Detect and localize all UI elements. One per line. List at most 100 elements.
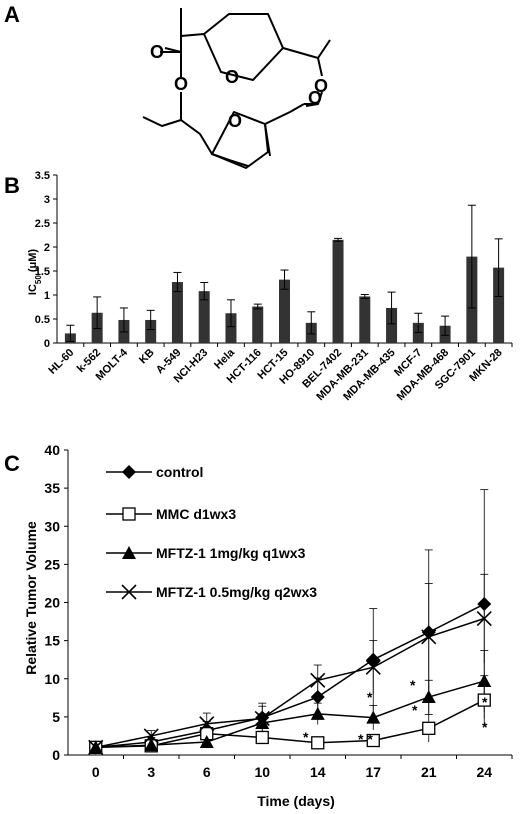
tumor-x-axis-label: Time (days) <box>257 793 335 809</box>
tumor-series-line <box>95 603 485 749</box>
significance-star: * <box>367 689 373 705</box>
chemical-structure <box>142 8 331 169</box>
tumor-series-line <box>95 699 485 749</box>
ic50-bar <box>225 313 237 343</box>
tumor-y-tick-label: 10 <box>44 671 60 687</box>
left-carbonyl-bond <box>164 47 182 53</box>
legend-entry-label: MFTZ-1 0.5mg/kg q2wx3 <box>156 584 317 600</box>
ic50-y-tick-label: 3.5 <box>35 170 50 182</box>
tumor-series-line <box>95 617 485 749</box>
upper-thf-ring <box>203 13 284 81</box>
upper-right-chain <box>282 39 331 59</box>
ic50-error-bars <box>66 204 503 343</box>
atom-o-right-ester: O <box>314 76 328 96</box>
tumor-marker-x <box>254 710 270 726</box>
lower-right-chain <box>264 103 305 125</box>
panel-label-b: B <box>4 173 20 198</box>
tumor-y-tick-label: 5 <box>52 709 60 725</box>
atom-o-left-carbonyl: O <box>150 42 164 62</box>
tumor-y-tick-label: 35 <box>44 480 60 496</box>
significance-star: * <box>303 729 309 745</box>
tumor-marker-x <box>143 728 159 744</box>
legend-marker-triangle <box>122 546 136 559</box>
tumor-marker-x <box>476 610 492 627</box>
tumor-marker-diamond <box>421 625 436 640</box>
legend-entry-label: control <box>156 464 203 480</box>
tumor-marker-triangle <box>366 710 381 724</box>
ic50-bar <box>279 279 290 343</box>
tumor-marker-diamond <box>477 597 492 612</box>
tumor-marker-x <box>365 659 381 675</box>
tumor-marker-square <box>422 721 436 735</box>
ic50-bar <box>493 267 505 343</box>
ic50-bar <box>252 306 264 343</box>
legend-marker-x <box>121 584 137 600</box>
tumor-x-tick-label: 10 <box>254 764 270 780</box>
significance-star: * <box>412 702 418 718</box>
tumor-y-tick-label: 20 <box>44 595 60 611</box>
tumor-y-tick-label: 15 <box>44 633 60 649</box>
right-ester-bond <box>317 57 323 77</box>
tumor-error-bars <box>91 489 489 751</box>
tumor-legend: control MMC d1wx3 MFTZ-1 1mg/kg q1wx3 MFTZ-… <box>106 464 317 600</box>
legend-marker-diamond <box>122 465 136 479</box>
tumor-marker-triangle <box>199 735 214 749</box>
tumor-marker-x <box>421 629 437 645</box>
atom-o-right-carbonyl: O <box>308 88 322 108</box>
legend-entry-label: MFTZ-1 1mg/kg q1wx3 <box>156 545 306 561</box>
tumor-y-tick-label: 30 <box>44 518 60 534</box>
atom-o-left-ester: O <box>174 74 188 94</box>
legend-marker-square <box>122 507 136 521</box>
significance-star: * <box>482 694 488 710</box>
tumor-y-tick-label: 40 <box>44 442 60 458</box>
tumor-marker-square <box>366 733 380 748</box>
tumor-series-line <box>95 680 485 749</box>
upper-left-methyl <box>180 8 205 37</box>
ic50-y-tick-label: 0.5 <box>35 314 50 326</box>
ic50-y-tick-label: 2.5 <box>35 218 50 230</box>
tumor-x-tick-label: 21 <box>421 764 437 780</box>
ic50-y-axis-label: IC50 (μM) <box>27 249 43 296</box>
tumor-x-ticks: 0 3 6 10 14 17 21 24 <box>92 755 513 780</box>
tumor-marker-triangle <box>421 690 436 704</box>
tumor-x-tick-label: 17 <box>365 764 381 780</box>
right-carbonyl-bond <box>305 103 319 107</box>
ic50-y-tick-label: 3 <box>44 194 50 206</box>
tumor-x-tick-label: 14 <box>310 764 326 780</box>
ic50-y-tick-label: 1.5 <box>35 266 50 278</box>
tumor-marker-x <box>310 672 326 688</box>
significance-star: * * <box>358 731 373 747</box>
tumor-marker-triangle <box>310 706 325 720</box>
tumor-y-axis-label: Relative Tumor Volume <box>23 521 39 675</box>
ic50-bar <box>145 319 157 343</box>
atom-o-upper-ring: O <box>225 67 239 87</box>
tumor-y-tick-label: 25 <box>44 556 60 572</box>
tumor-y-ticks: 0 5 10 15 20 25 30 35 40 <box>44 442 68 763</box>
ic50-y-tick-label: 0 <box>44 338 50 350</box>
ic50-bar <box>359 296 371 343</box>
tumor-markers <box>88 597 492 755</box>
tumor-marker-x <box>199 716 215 732</box>
tumor-x-tick-label: 3 <box>147 764 155 780</box>
tumor-marker-triangle <box>477 674 492 688</box>
ic50-y-ticks: 0 0.5 1 1.5 2 2.5 3 3.5 <box>35 170 57 350</box>
significance-star: * <box>410 677 416 693</box>
tumor-marker-diamond <box>310 690 325 705</box>
panel-label-a: A <box>4 2 20 27</box>
significance-stars: * * * * * * * * <box>303 677 488 747</box>
ic50-y-tick-label: 2 <box>44 242 50 254</box>
ic50-bars <box>64 239 505 343</box>
tumor-series-lines <box>95 603 485 749</box>
left-lower-chain <box>142 92 182 127</box>
tumor-y-tick-label: 0 <box>52 747 60 763</box>
tumor-marker-triangle <box>255 715 270 729</box>
tumor-marker-x <box>88 739 104 755</box>
ic50-x-tick-label: HL-60 <box>46 347 76 377</box>
ic50-y-tick-label: 1 <box>44 290 50 302</box>
ic50-bar <box>198 291 210 343</box>
tumor-marker-square <box>311 736 325 750</box>
